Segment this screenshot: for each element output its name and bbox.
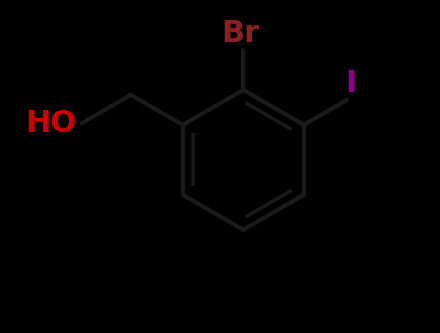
- Text: I: I: [345, 69, 356, 98]
- Text: HO: HO: [26, 109, 77, 138]
- Text: Br: Br: [221, 19, 259, 48]
